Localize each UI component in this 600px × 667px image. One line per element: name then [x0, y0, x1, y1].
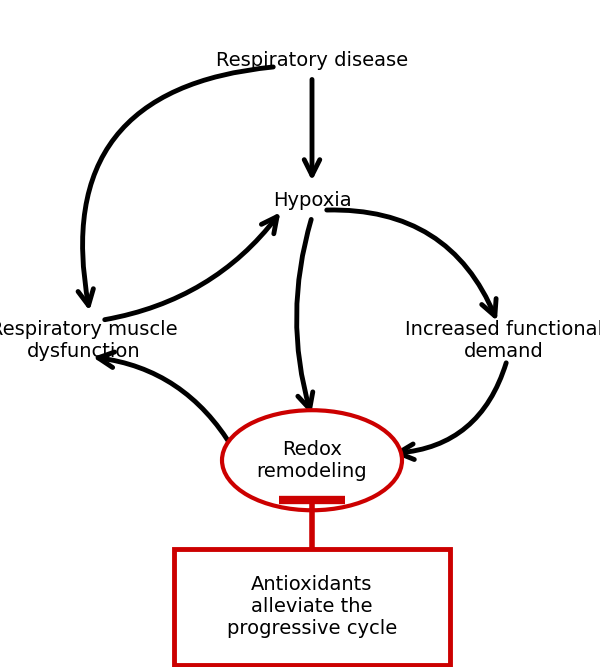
- Text: Respiratory muscle
dysfunction: Respiratory muscle dysfunction: [0, 319, 178, 361]
- Bar: [174, 548, 450, 666]
- Text: Increased functional
demand: Increased functional demand: [405, 319, 600, 361]
- Text: Respiratory disease: Respiratory disease: [216, 51, 408, 69]
- Text: Redox
remodeling: Redox remodeling: [257, 440, 367, 481]
- Text: Antioxidants
alleviate the
progressive cycle: Antioxidants alleviate the progressive c…: [227, 576, 397, 638]
- Ellipse shape: [222, 410, 402, 510]
- Text: Hypoxia: Hypoxia: [272, 191, 352, 209]
